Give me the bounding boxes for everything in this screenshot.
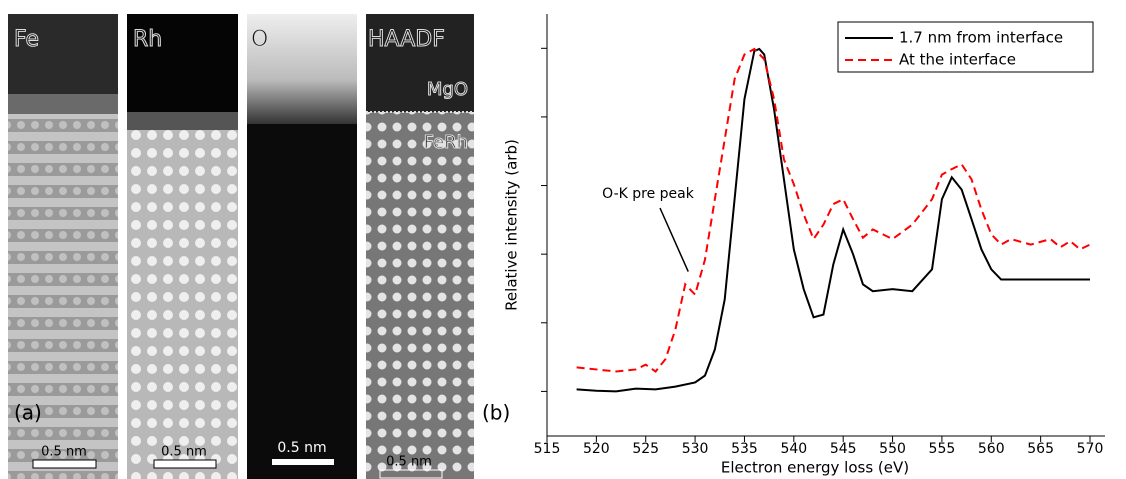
- y-axis-title: Relative intensity (arb): [503, 139, 521, 311]
- haadf-top: [366, 14, 474, 112]
- x-tick-label: 550: [879, 441, 906, 457]
- x-tick-label: 535: [731, 441, 758, 457]
- panel-label: (b): [482, 401, 510, 425]
- x-tick-label: 525: [632, 441, 659, 457]
- x-tick-label: 560: [978, 441, 1005, 457]
- x-tick-label: 565: [1027, 441, 1054, 457]
- annotation: O-K pre peak: [602, 186, 695, 202]
- scale-bar: [379, 469, 443, 479]
- legend-label: At the interface: [899, 51, 1016, 69]
- image-label: Fe: [14, 27, 39, 52]
- x-tick-label: 570: [1077, 441, 1104, 457]
- scale-bar: [153, 459, 217, 469]
- fe-top: [8, 14, 118, 94]
- scale-bar-label: 0.5 nm: [277, 440, 326, 456]
- x-tick-label: 540: [780, 441, 807, 457]
- o-top: [247, 14, 357, 124]
- x-tick-label: 515: [534, 441, 561, 457]
- image-label: HAADF: [368, 27, 445, 52]
- data-line: [576, 47, 1090, 393]
- annotation-leader: [659, 207, 689, 272]
- scale-bar-label: 0.5 nm: [41, 445, 87, 460]
- x-axis-title: Electron energy loss (eV): [721, 459, 909, 477]
- legend-box: [837, 21, 1094, 73]
- scale-bar-label: 0.5 nm: [386, 455, 432, 470]
- legend-label: 1.7 nm from interface: [899, 29, 1063, 47]
- panel-label: (a): [14, 401, 42, 425]
- image-label: O: [251, 27, 268, 52]
- scale-bar: [32, 459, 97, 469]
- image-panels: Fe Rh O HAADF MgO FeRh (a) (b) 0.5 nm 0.…: [8, 14, 510, 479]
- x-tick-label: 545: [830, 441, 857, 457]
- scale-bar-label: 0.5 nm: [161, 445, 207, 460]
- rh-top: [127, 14, 238, 112]
- region-label: FeRh: [424, 132, 468, 153]
- image-label: Rh: [133, 27, 162, 52]
- x-tick-label: 520: [583, 441, 610, 457]
- fe-transition: [8, 94, 118, 114]
- data-line: [576, 47, 1091, 373]
- x-tick-label: 530: [682, 441, 709, 457]
- rh-transition: [127, 112, 238, 130]
- scale-bar: [272, 459, 334, 465]
- region-label: MgO: [427, 79, 468, 100]
- x-tick-label: 555: [929, 441, 956, 457]
